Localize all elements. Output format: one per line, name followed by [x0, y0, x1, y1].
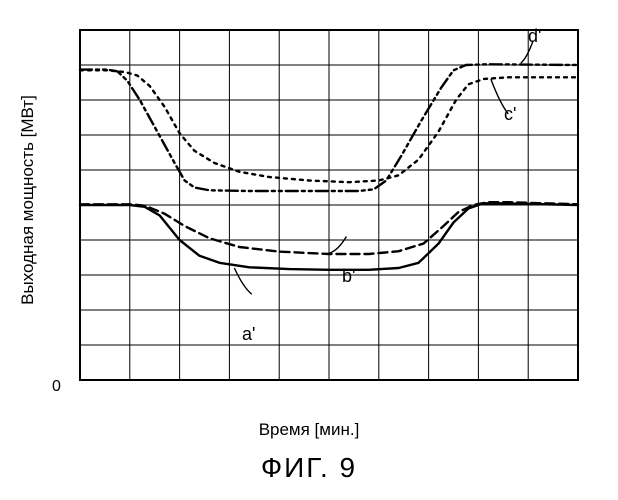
- curve-b-label: b': [342, 266, 355, 287]
- curve-c-label: c': [504, 104, 516, 125]
- curve-d-label: d': [528, 26, 541, 47]
- x-axis-label: Время [мин.]: [0, 420, 618, 440]
- figure-caption: ФИГ. 9: [0, 452, 618, 484]
- chart-plot: [0, 0, 618, 410]
- curve-a-label: a': [242, 324, 255, 345]
- figure: Выходная мощность [МВт] 0 d' c' b' a' Вр…: [0, 0, 618, 500]
